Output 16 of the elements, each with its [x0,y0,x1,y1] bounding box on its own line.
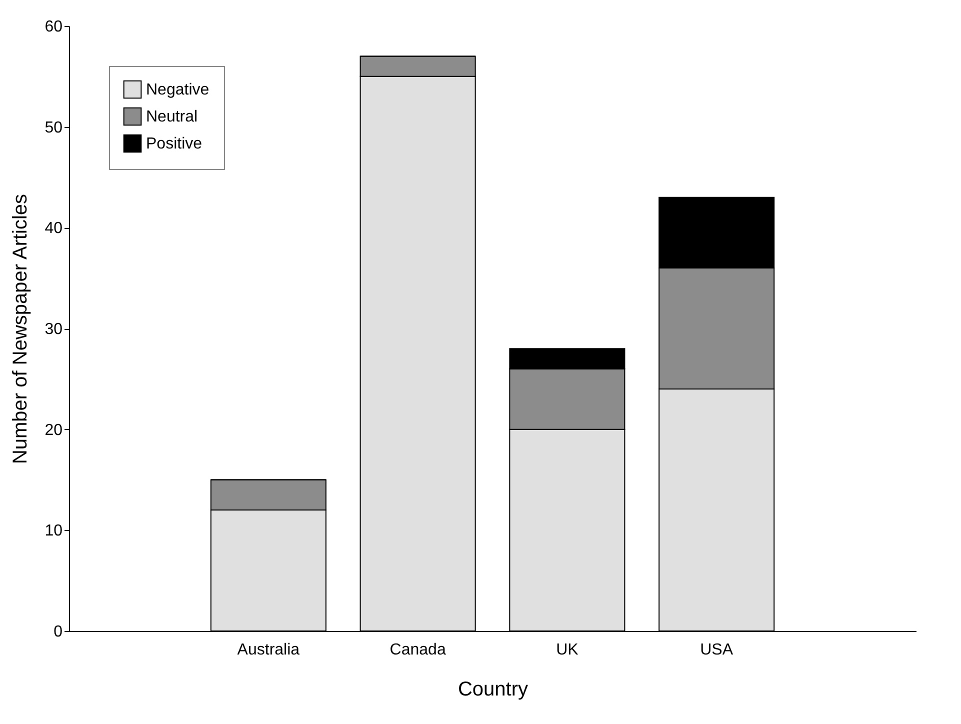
y-tick-label: 50 [44,119,63,136]
y-tick-label: 10 [44,522,63,540]
y-axis-title: Number of Newspaper Articles [10,194,32,464]
x-tick-label: Australia [237,642,300,658]
y-tick-label: 20 [44,422,63,439]
x-tick-label: UK [556,642,579,658]
y-tick-label: 0 [54,624,63,640]
y-tick-label: 60 [44,18,63,36]
legend-label: Negative [146,82,210,98]
y-tick-label: 30 [44,321,63,338]
x-tick-label: Canada [390,642,446,658]
legend-label: Neutral [146,108,198,126]
x-axis-title: Country [458,678,528,700]
y-tick-label: 40 [44,220,63,238]
x-tick-label: USA [700,642,734,658]
legend-label: Positive [146,136,202,152]
